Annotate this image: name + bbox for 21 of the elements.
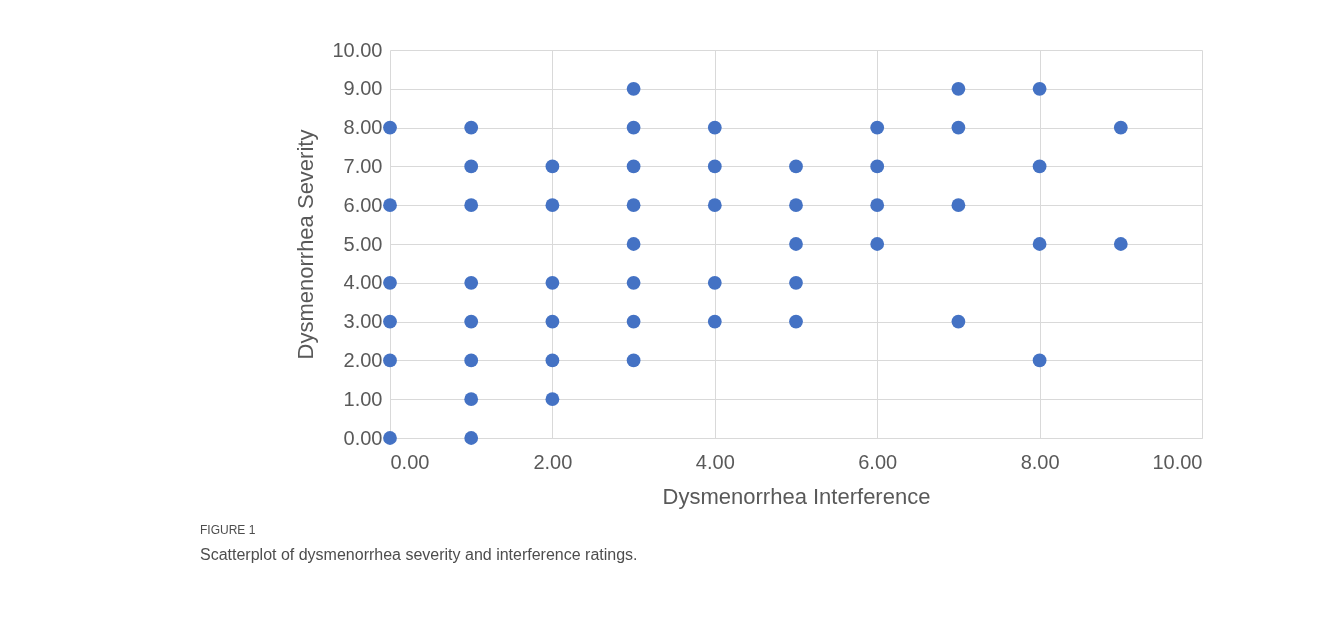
y-tick-label: 4.00	[343, 271, 383, 294]
y-tick-label: 6.00	[343, 193, 383, 216]
x-axis-title: Dysmenorrhea Interference	[662, 483, 931, 509]
y-tick-label: 9.00	[343, 77, 383, 100]
x-tick-label: 6.00	[858, 450, 898, 473]
y-tick-label: 8.00	[343, 116, 383, 139]
y-tick-label: 7.00	[343, 154, 383, 177]
caption: FIGURE 1	[200, 522, 256, 537]
y-tick-label: 0.00	[343, 426, 383, 449]
x-tick-label: 10.00	[1152, 450, 1203, 473]
y-tick-label: 5.00	[343, 232, 383, 255]
y-axis-title: Dysmenorrhea Severity	[293, 129, 319, 360]
x-tick-label: 4.00	[695, 450, 735, 473]
y-tick-label: 10.00	[332, 38, 383, 61]
y-tick-label: 3.00	[343, 310, 383, 333]
y-tick-label: 2.00	[343, 348, 383, 371]
text: Scatterplot of dysmenorrhea severity and interference ratings.	[200, 545, 638, 563]
x-tick-label: 0.00	[390, 450, 430, 473]
y-tick-label: 1.00	[343, 387, 383, 410]
x-tick-label: 2.00	[533, 450, 573, 473]
x-tick-label: 8.00	[1020, 450, 1060, 473]
